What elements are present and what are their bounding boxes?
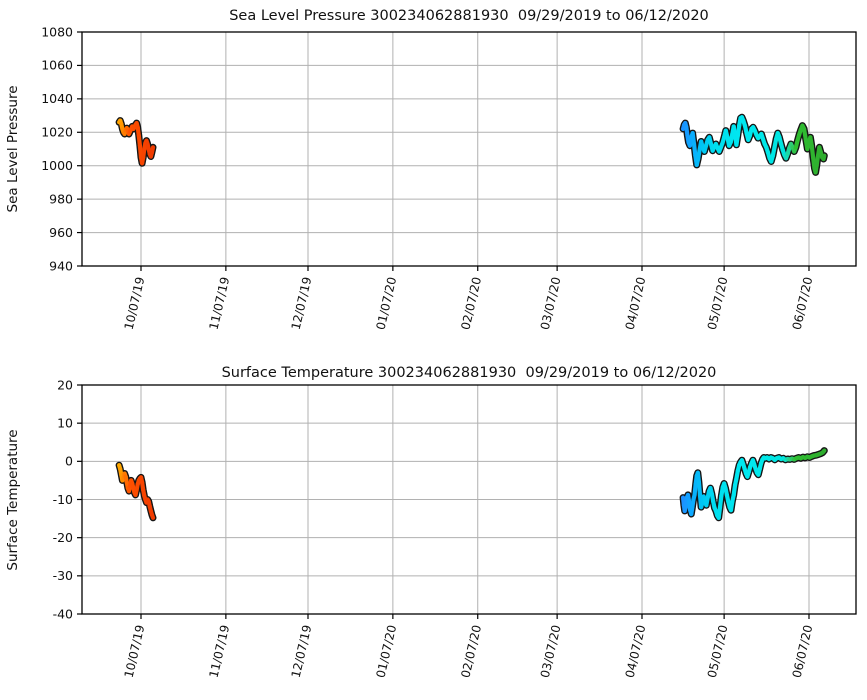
x-tick-label: 02/07/20 (458, 624, 484, 680)
plot-border (81, 31, 857, 267)
series-segment-fall-2019-deployment (149, 145, 156, 155)
x-tick-label: 12/07/19 (289, 276, 315, 332)
pressure-y-axis-label: Sea Level Pressure (5, 85, 21, 212)
series-segment-fall-2019-deployment (149, 512, 156, 520)
y-tick-label: 1000 (41, 158, 73, 173)
pressure-plot-layer: 1080 1060 1040 1020 1000 980 960 940 10/07/19 11/… (41, 24, 857, 332)
x-tick-label: 05/07/20 (705, 276, 731, 332)
y-tick-label: -10 (53, 492, 73, 507)
y-tick-label: 0 (65, 454, 73, 469)
y-tick-label: 1080 (41, 24, 73, 39)
x-tick-label: 03/07/20 (538, 624, 564, 680)
temperature-y-axis-label: Surface Temperature (5, 429, 21, 570)
x-tick-label: 03/07/20 (538, 276, 564, 332)
y-tick-label: 940 (49, 258, 73, 273)
x-tick-label: 11/07/19 (207, 276, 233, 332)
y-tick-label: 1020 (41, 125, 73, 140)
x-tick-label: 12/07/19 (289, 624, 315, 680)
series-segment-spring-2020-deployment (696, 480, 703, 498)
x-tick-label: 05/07/20 (705, 624, 731, 680)
surface-temperature-chart: 20 10 0 -10 -20 -30 -40 10/07/19 11/07/19 12/07/1… (5, 365, 857, 680)
temperature-plot-layer: 20 10 0 -10 -20 -30 -40 10/07/19 11/07/19 12/07/1… (53, 377, 857, 680)
y-tick-label: 980 (49, 191, 73, 206)
y-tick-label: 1060 (41, 58, 73, 73)
y-tick-label: 1040 (41, 91, 73, 106)
y-tick-label: -30 (53, 568, 73, 583)
y-tick-label: 10 (57, 415, 73, 430)
x-tick-label: 04/07/20 (623, 276, 649, 332)
y-tick-label: -20 (53, 530, 73, 545)
x-tick-label: 06/07/20 (790, 624, 816, 680)
x-tick-label: 10/07/19 (122, 276, 148, 332)
y-tick-label: 20 (57, 377, 73, 392)
x-tick-label: 01/07/20 (374, 624, 400, 680)
series-segment-spring-2020-deployment (820, 448, 827, 455)
x-tick-label: 06/07/20 (790, 276, 816, 332)
x-tick-label: 02/07/20 (458, 276, 484, 332)
series-segment-spring-2020-deployment (821, 153, 827, 162)
x-tick-label: 10/07/19 (122, 624, 148, 680)
sea-level-pressure-chart: 1080 1060 1040 1020 1000 980 960 940 10/07/19 11/… (5, 8, 857, 332)
x-tick-label: 01/07/20 (374, 276, 400, 332)
y-tick-label: 960 (49, 225, 73, 240)
y-tick-label: -40 (53, 606, 73, 621)
temperature-chart-title: Surface Temperature 300234062881930 09/2… (222, 365, 717, 381)
pressure-chart-title: Sea Level Pressure 300234062881930 09/29… (229, 8, 709, 24)
x-tick-label: 11/07/19 (207, 624, 233, 680)
x-tick-label: 04/07/20 (623, 624, 649, 680)
